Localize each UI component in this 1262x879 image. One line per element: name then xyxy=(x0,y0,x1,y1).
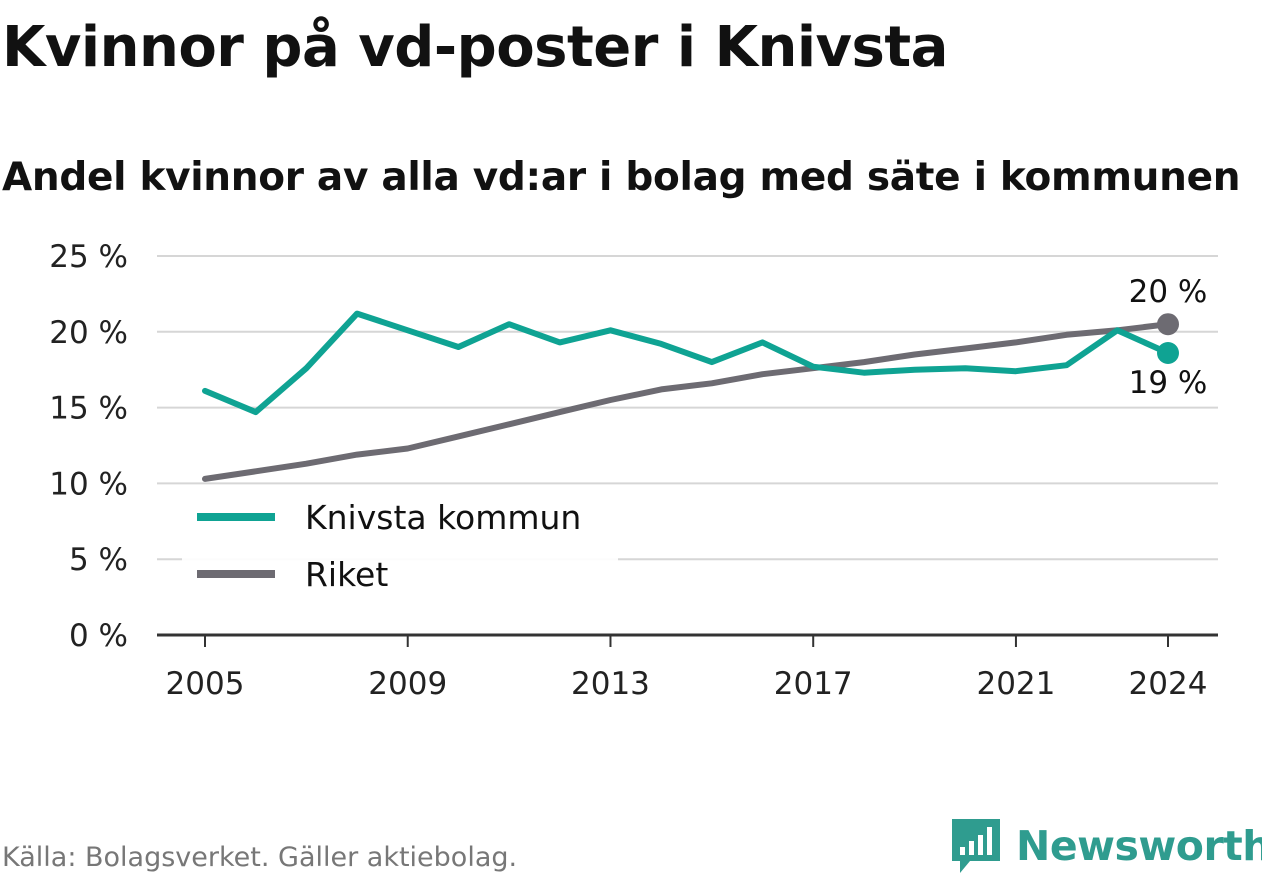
y-tick-label: 0 % xyxy=(69,618,128,654)
legend-label: Knivsta kommun xyxy=(305,498,581,537)
y-tick-label: 20 % xyxy=(49,315,128,351)
series-line-knivsta-kommun xyxy=(202,310,1171,416)
chart-title: Kvinnor på vd-poster i Knivsta xyxy=(2,15,948,80)
x-tick-label: 2013 xyxy=(571,666,650,702)
x-tick-label: 2021 xyxy=(976,666,1055,702)
y-tick-label: 15 % xyxy=(49,391,128,427)
chart-subtitle: Andel kvinnor av alla vd:ar i bolag med … xyxy=(2,155,1241,200)
y-tick-label: 5 % xyxy=(69,542,128,578)
x-tick-label: 2005 xyxy=(166,666,245,702)
legend-box xyxy=(182,487,618,605)
series-end-point xyxy=(1157,313,1179,336)
x-tick-label: 2017 xyxy=(774,666,853,702)
series-end-point xyxy=(1157,342,1179,365)
x-tick-label: 2024 xyxy=(1129,666,1208,702)
y-tick-label: 10 % xyxy=(49,466,128,502)
series-line-riket xyxy=(202,321,1171,482)
brand-name: Newsworthy xyxy=(1016,822,1262,870)
x-tick-label: 2009 xyxy=(368,666,447,702)
y-tick-label: 25 % xyxy=(49,239,128,275)
source-note: Källa: Bolagsverket. Gäller aktiebolag. xyxy=(2,842,518,873)
brand-logo[interactable]: Newsworthy xyxy=(948,814,1262,878)
end-label-riket: 20 % xyxy=(1129,274,1208,310)
end-label-knivsta: 19 % xyxy=(1129,365,1208,401)
legend-label: Riket xyxy=(305,555,388,594)
bar-chart-icon xyxy=(952,819,1000,873)
